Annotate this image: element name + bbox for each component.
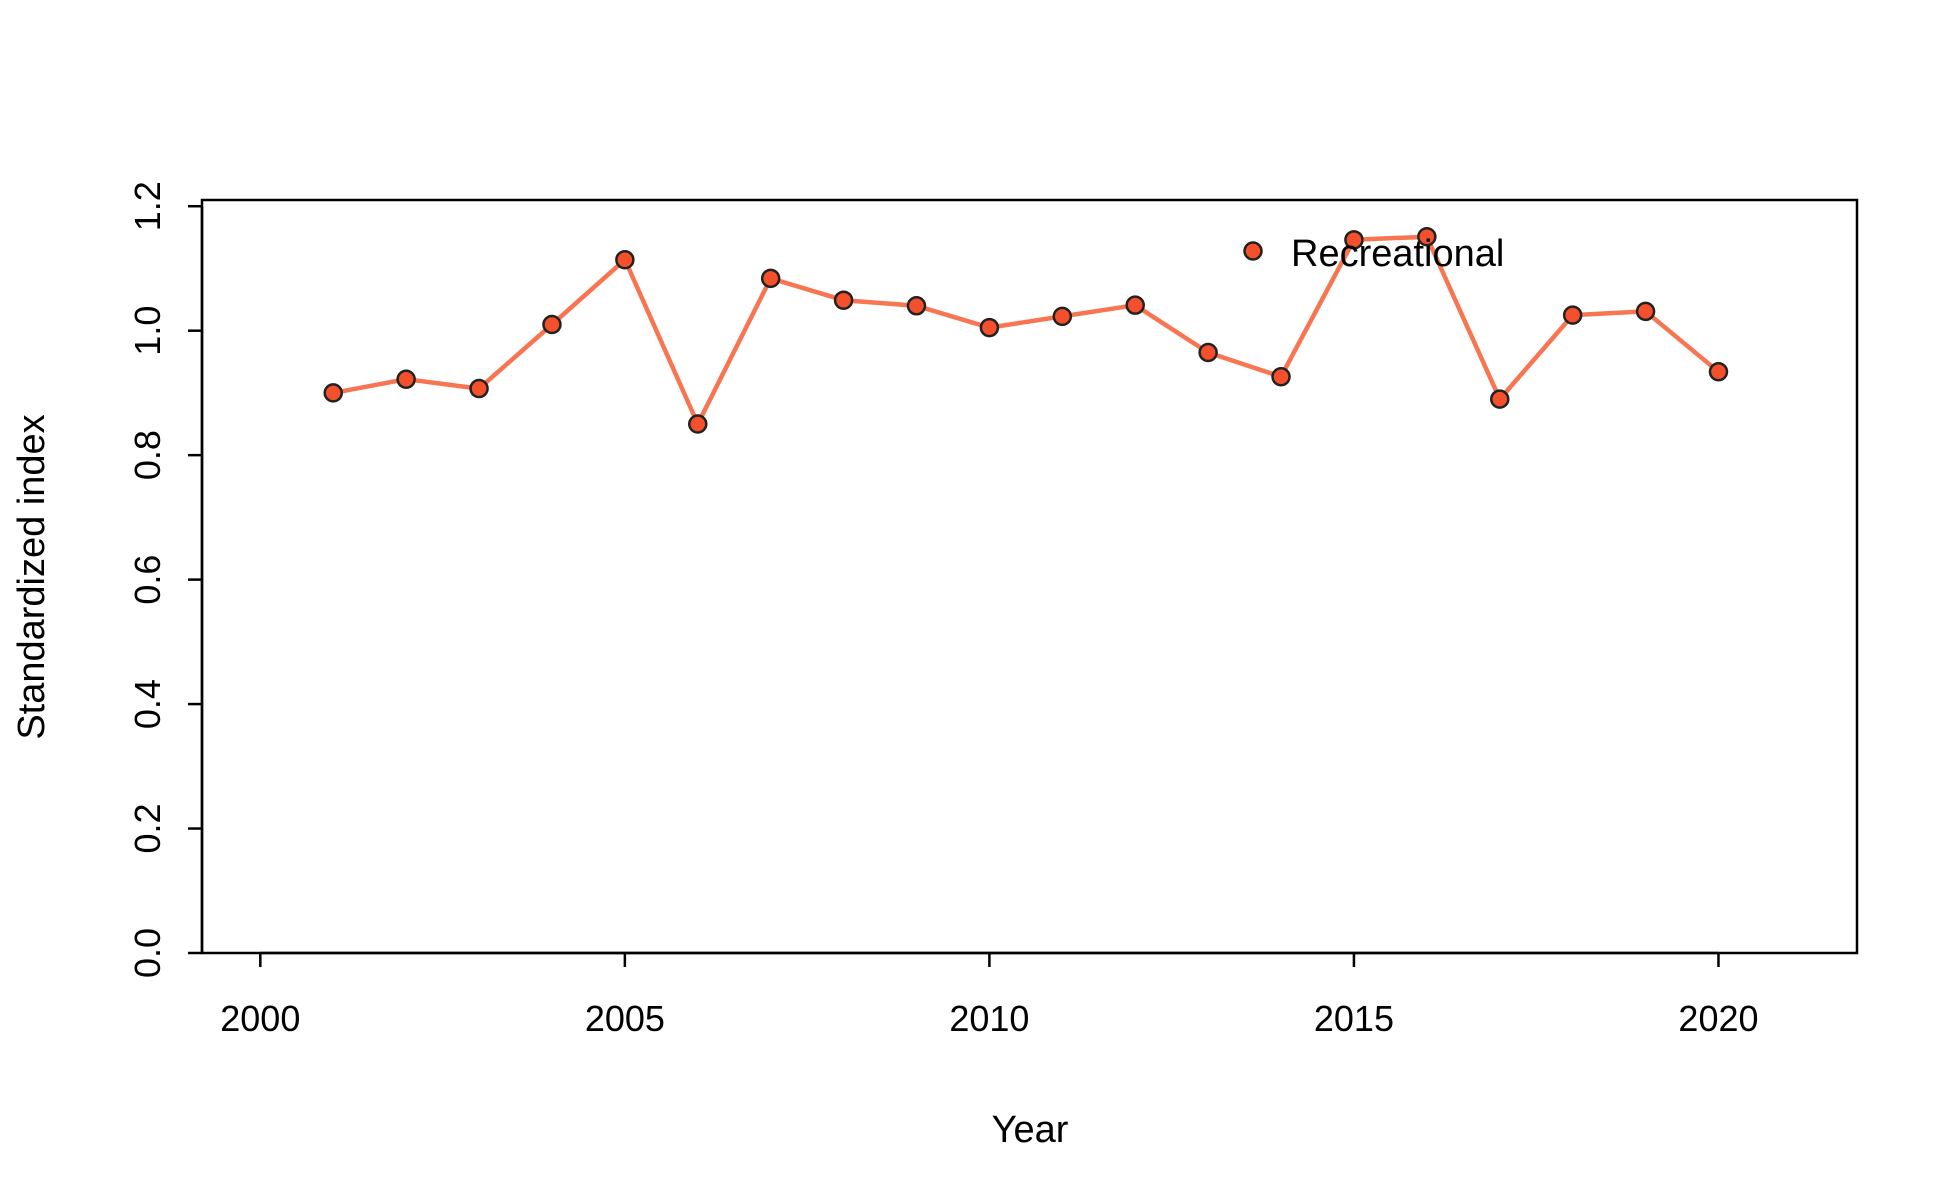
y-tick-label: 1.0: [127, 306, 168, 356]
data-point: [542, 314, 562, 335]
data-point: [688, 414, 708, 434]
legend-marker: [1243, 241, 1263, 261]
series-line: [332, 234, 1720, 427]
y-tick-label: 0.8: [127, 430, 168, 480]
data-point: [396, 369, 416, 389]
data-point: [615, 249, 635, 270]
series-layer: [323, 226, 1729, 434]
data-point: [1198, 342, 1218, 363]
x-tick-label: 2015: [1314, 998, 1394, 1039]
data-point: [1635, 301, 1656, 322]
data-point: [906, 296, 927, 316]
y-tick-label: 0.6: [127, 555, 168, 605]
legend-label: Recreational: [1291, 233, 1504, 275]
data-point: [1271, 366, 1291, 387]
data-point: [760, 268, 781, 289]
y-tick-label: 0.0: [127, 928, 168, 978]
data-point: [1490, 389, 1510, 409]
y-tick-label: 0.2: [127, 804, 168, 854]
x-tick-label: 2020: [1678, 998, 1758, 1039]
data-point: [833, 290, 854, 310]
data-point: [1708, 362, 1729, 382]
x-axis: 2000 2005 2010 2015 2020: [220, 951, 1759, 1039]
x-tick-label: 2000: [220, 998, 300, 1039]
y-axis-title: Standardized index: [11, 414, 53, 739]
x-tick-label: 2005: [585, 998, 665, 1039]
x-axis-title: Year: [992, 1109, 1069, 1151]
data-point: [1417, 226, 1437, 247]
data-point: [469, 378, 489, 399]
y-tick-label: 1.2: [127, 181, 168, 231]
legend: Recreational: [1243, 233, 1504, 275]
data-point: [1125, 295, 1145, 315]
data-point: [1562, 305, 1583, 325]
x-tick-label: 2010: [949, 998, 1029, 1039]
data-point: [323, 383, 343, 403]
y-axis: 0.0 0.2 0.4 0.6 0.8 1.0 1.2: [127, 181, 204, 978]
data-point: [1052, 306, 1073, 327]
y-tick-label: 0.4: [127, 679, 168, 729]
data-point: [1344, 230, 1364, 250]
data-point: [979, 317, 1000, 338]
